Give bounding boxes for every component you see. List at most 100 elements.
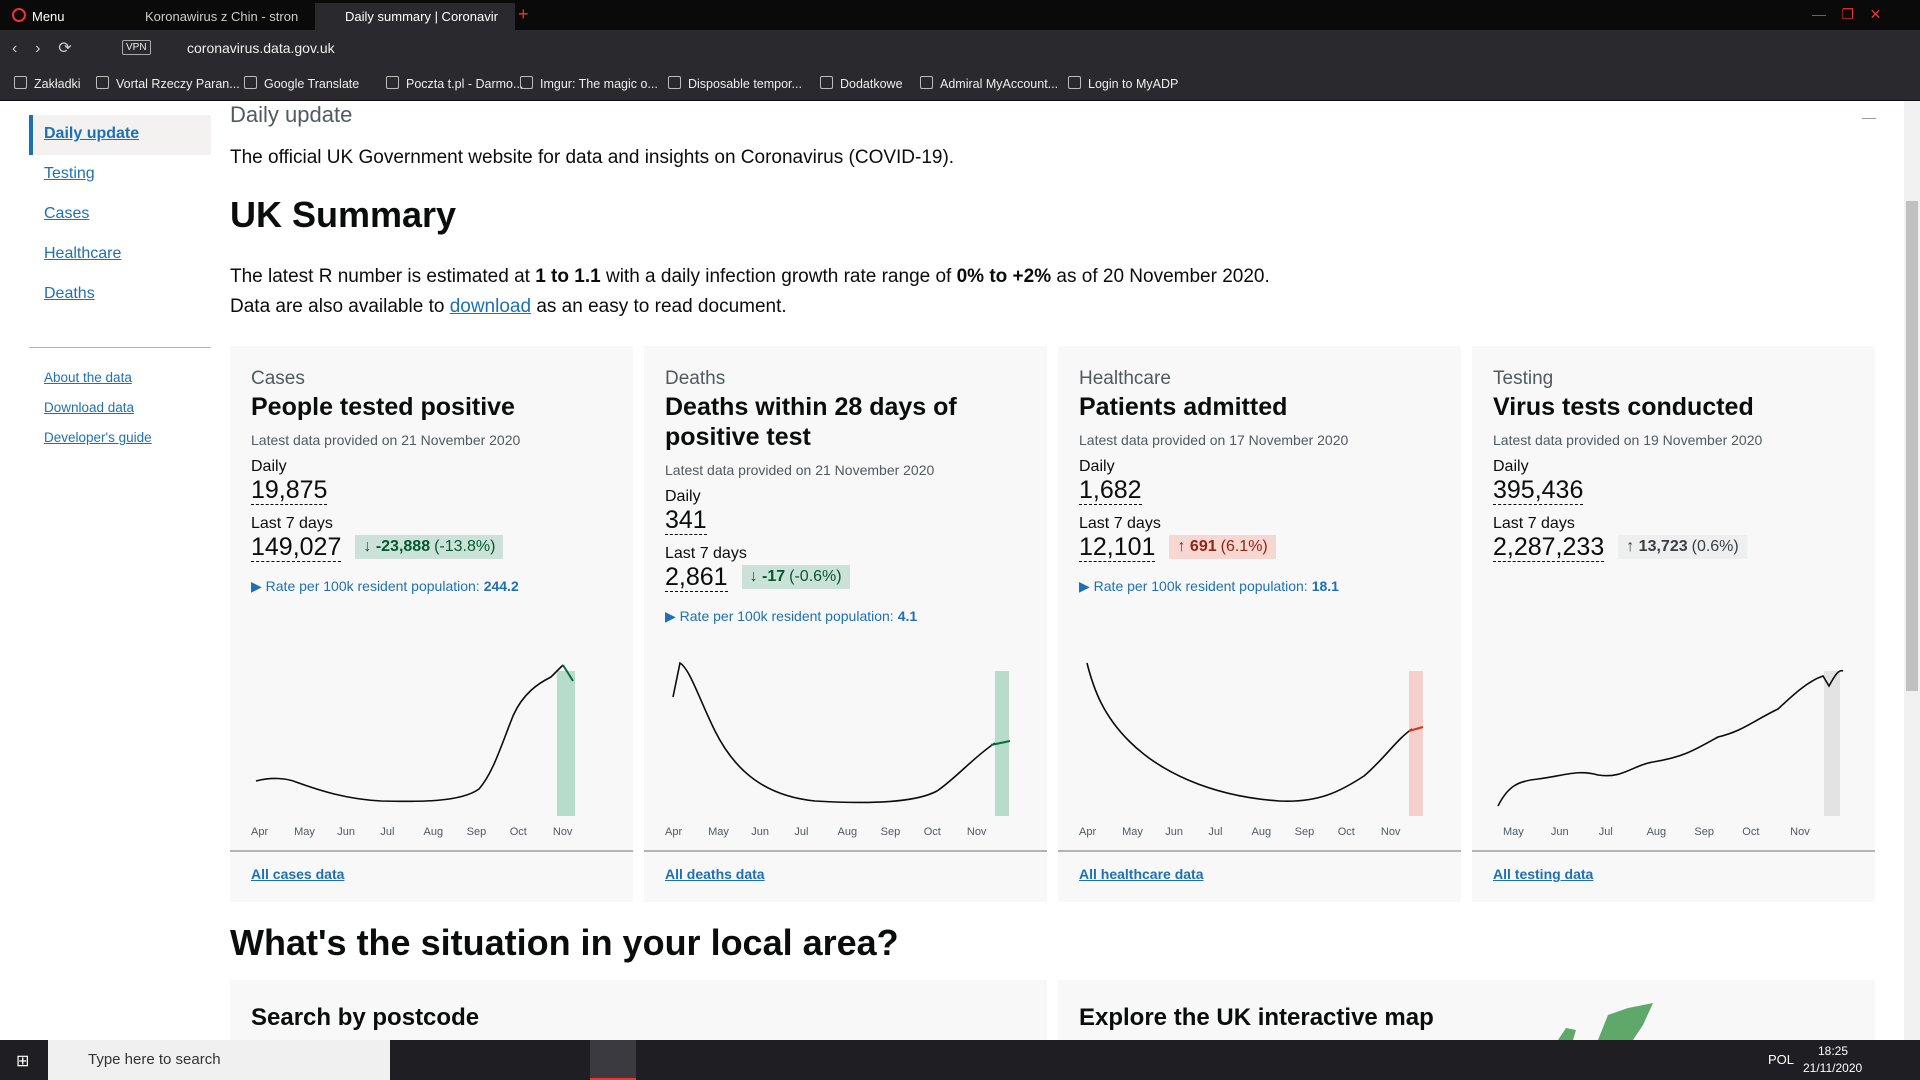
month-label: Sep [1294, 826, 1315, 838]
rate-toggle[interactable]: ▶ Rate per 100k resident population: 18.1 [1079, 578, 1339, 594]
bookmark[interactable]: Imgur: The magic o... [520, 76, 658, 91]
side-link[interactable]: Download data [44, 400, 135, 415]
summary-card: Testing Virus tests conducted Latest data … [1472, 346, 1875, 902]
scrollbar[interactable] [1904, 101, 1920, 1040]
month-label: Jun [337, 826, 355, 838]
month-label: May [1122, 826, 1143, 838]
month-label: Jun [751, 826, 769, 838]
month-label: Aug [1646, 826, 1667, 838]
bookmark[interactable]: Poczta t.pl - Darmo... [386, 76, 523, 91]
text: Data are also available to [230, 296, 445, 317]
divider [29, 347, 211, 348]
card-separator [1058, 850, 1461, 852]
card-link[interactable]: All testing data [1493, 866, 1594, 882]
url[interactable]: coronavirus.data.gov.uk [187, 40, 335, 56]
nav-buttons[interactable]: ‹ › ⟳ [12, 40, 72, 57]
tab[interactable]: Koronawirus z Chin - stron [115, 3, 315, 30]
change-percent: (-0.6%) [789, 568, 842, 585]
bookmark[interactable]: Dodatkowe [820, 76, 903, 91]
taskbar: ⊞ Type here to search POL 18:25 21/11/20… [0, 1040, 1920, 1080]
rate-toggle[interactable]: ▶ Rate per 100k resident population: 4.1 [665, 608, 918, 624]
month-label: Jun [1165, 826, 1183, 838]
month-axis: Apr May Jun Jul Aug Sep Oct Nov [251, 826, 611, 842]
window-controls[interactable]: — ❐ ✕ [1812, 6, 1882, 22]
recent-shade [1409, 671, 1423, 816]
opera-logo[interactable] [12, 8, 26, 22]
collapse[interactable] [1862, 118, 1876, 119]
start[interactable]: ⊞ [16, 1053, 30, 1070]
nav-item[interactable]: Cases [44, 205, 90, 222]
bookmark[interactable]: Google Translate [244, 76, 359, 91]
daily-value: 19,875 [251, 476, 328, 505]
daily-value: 1,682 [1079, 476, 1142, 505]
month-label: Oct [1337, 826, 1355, 838]
nav-item[interactable]: Deaths [44, 285, 95, 302]
tab-active[interactable]: Daily summary | Coronavir [315, 3, 515, 30]
new-tab[interactable]: + [518, 4, 529, 24]
menu[interactable]: Menu [32, 9, 65, 24]
card-link[interactable]: All healthcare data [1079, 866, 1204, 882]
month-label: Apr [1079, 826, 1097, 838]
card-link[interactable]: All cases data [251, 866, 345, 882]
rate-value: 244.2 [483, 578, 519, 594]
sparkline [672, 661, 996, 804]
daily-label: Daily [1079, 458, 1115, 475]
card-separator [1472, 850, 1875, 852]
clock[interactable]: 18:25 [1818, 1044, 1849, 1058]
sparkline-recent [1408, 726, 1424, 732]
change-badge: ↑ 13,723 (0.6%) [1618, 535, 1747, 559]
change-value: -17 [762, 568, 786, 585]
sparkline [1086, 662, 1413, 802]
opera-taskbar[interactable] [590, 1040, 636, 1080]
vpn-badge[interactable]: VPN [122, 40, 151, 55]
rate-toggle[interactable]: ▶ Rate per 100k resident population: 244.… [251, 578, 519, 594]
change-value: 691 [1189, 538, 1217, 555]
week-value: 2,287,233 [1493, 533, 1605, 562]
month-label: May [1503, 826, 1524, 838]
sparkline-recent [562, 664, 574, 682]
change-value: -23,888 [375, 538, 431, 555]
week-label: Last 7 days [1079, 515, 1161, 532]
month-label: Nov [1790, 826, 1810, 838]
download-line: Data are also available to download as a… [230, 296, 787, 318]
nav-item[interactable]: Daily update [29, 115, 211, 155]
card-separator [644, 850, 1047, 852]
bookmarks-bar: Zakładki Vortal Rzeczy Paran... Google Tra… [0, 66, 1920, 101]
daily-label: Daily [1493, 458, 1529, 475]
card-category: Deaths [665, 368, 726, 389]
bookmark[interactable]: Admiral MyAccount... [920, 76, 1058, 91]
bookmark[interactable]: Disposable tempor... [668, 76, 802, 91]
search-box[interactable]: Type here to search [48, 1040, 390, 1080]
map-box[interactable]: Explore the UK interactive map [1058, 980, 1875, 1040]
card-link[interactable]: All deaths data [665, 866, 765, 882]
month-label: Oct [509, 826, 527, 838]
r-line: The latest R number is estimated at 1 to… [230, 266, 1270, 288]
side-link[interactable]: About the data [44, 370, 132, 385]
download-link[interactable]: download [449, 296, 532, 317]
nav-item[interactable]: Healthcare [44, 245, 122, 262]
bookmark[interactable]: Login to MyADP [1068, 76, 1178, 91]
lang[interactable]: POL [1768, 1052, 1795, 1067]
month-label: Aug [423, 826, 444, 838]
intro: The official UK Government website for d… [230, 147, 955, 168]
card-title: Virus tests conducted [1493, 393, 1754, 421]
bookmark[interactable]: Zakładki [14, 76, 81, 91]
date[interactable]: 21/11/2020 [1803, 1061, 1863, 1075]
card-title: People tested positive [251, 393, 515, 421]
side-links: About the data Download data Developer's g… [29, 364, 211, 454]
nav-item[interactable]: Testing [44, 165, 95, 182]
month-label: Nov [552, 826, 573, 838]
side-link[interactable]: Developer's guide [44, 430, 152, 445]
address-bar: ‹ › ⟳ VPN coronavirus.data.gov.uk [0, 30, 1920, 66]
tab-title: Daily summary | Coronavir [345, 9, 498, 24]
card-category: Cases [251, 368, 305, 389]
scroll-thumb[interactable] [1906, 201, 1918, 691]
bookmark[interactable]: Vortal Rzeczy Paran... [96, 76, 240, 91]
sparkline-chart [1497, 669, 1844, 816]
sparkline-chart [255, 664, 575, 816]
postcode-box[interactable]: Search by postcode [230, 980, 1047, 1040]
card-category: Testing [1493, 368, 1554, 389]
daily-value: 341 [665, 506, 707, 535]
